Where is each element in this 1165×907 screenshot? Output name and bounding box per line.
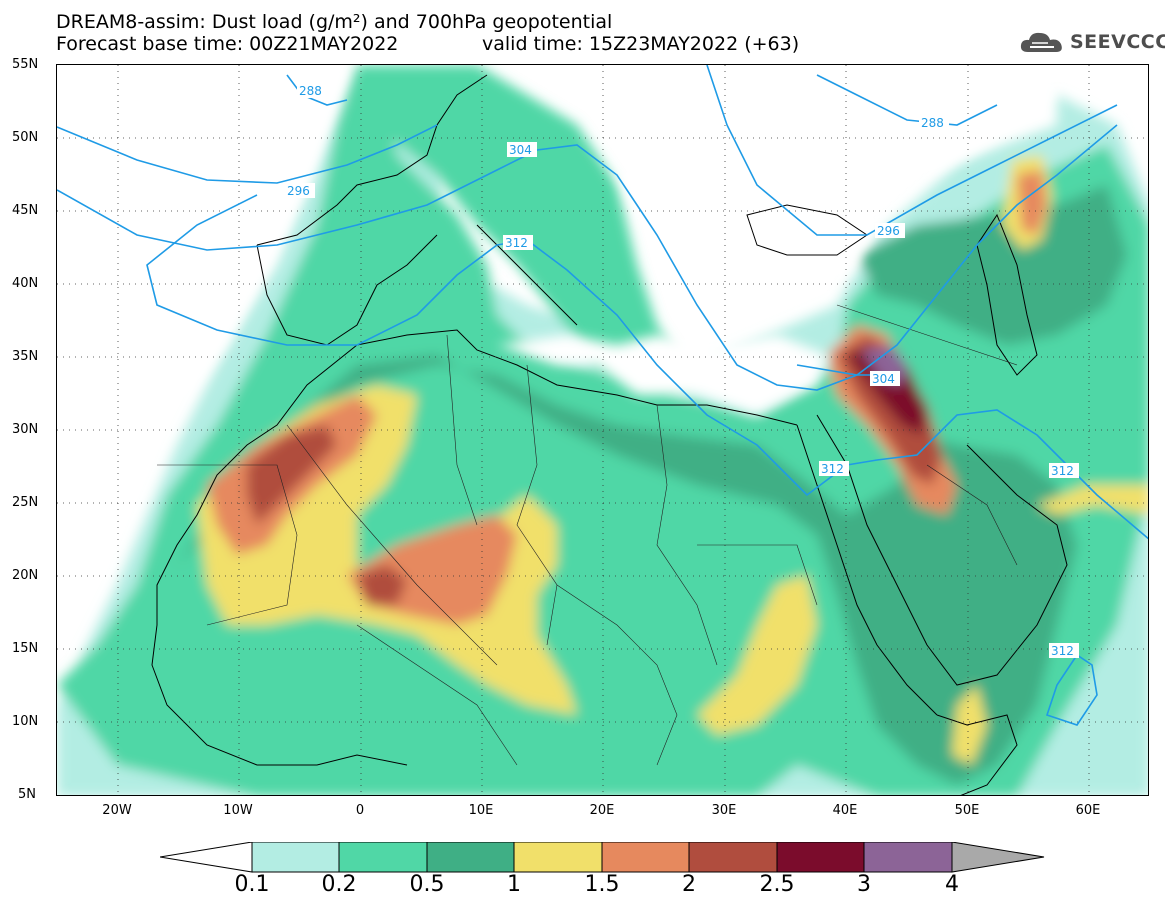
contour-label-312-oman: 312: [1051, 464, 1074, 478]
coastline-africa-west: [151, 344, 408, 766]
lat-label-15n: 15N: [12, 641, 39, 656]
colorbar-label-3: 3: [857, 872, 871, 897]
colorbar-bin-1: [513, 842, 603, 873]
coastline-red-sea: [796, 424, 938, 716]
dust-level-0-2-europe: [357, 65, 697, 395]
contour-296-west: [57, 124, 438, 184]
title-line-2-base: Forecast base time: 00Z21MAY2022: [56, 33, 399, 55]
dust-level-1-5-caspian: [1017, 170, 1047, 235]
colorbar-label-0-2: 0.2: [321, 872, 357, 897]
contour-label-288-w: 288: [299, 84, 322, 98]
lon-label-40e: 40E: [832, 803, 858, 818]
colorbar-label-2: 2: [682, 872, 696, 897]
colorbar-bin-0-5: [426, 842, 515, 873]
logo-text: SEEVCCC: [1070, 31, 1165, 53]
dust-level-1-yemen: [952, 685, 987, 765]
contour-304-west: [57, 144, 887, 391]
lon-label-20e: 20E: [589, 803, 615, 818]
colorbar-bin-2-5: [776, 842, 865, 873]
colorbar-low-triangle: [160, 842, 253, 873]
contour-label-288-e: 288: [921, 116, 944, 130]
colorbar-bin-0-2: [338, 842, 428, 873]
contour-288-west: [286, 74, 348, 106]
colorbar-bin-2: [688, 842, 778, 873]
lat-label-30n: 30N: [12, 422, 39, 437]
lat-label-5n: 5N: [18, 787, 36, 802]
lat-label-50n: 50N: [12, 130, 39, 145]
colorbar: [160, 842, 1045, 873]
lon-label-60e: 60E: [1075, 803, 1101, 818]
map-canvas: 288 296 304 312 288 296 304 312 312 312: [57, 65, 1148, 795]
dust-level-1-arabia: [1037, 485, 1148, 515]
country-borders: [157, 304, 1018, 766]
title-line-2-valid: valid time: 15Z23MAY2022 (+63): [482, 33, 800, 55]
no-dust-areas: [57, 65, 1057, 515]
lon-label-50e: 50E: [954, 803, 980, 818]
no-dust-mediterranean: [497, 335, 827, 415]
coastline-mediterranean-south: [356, 329, 798, 426]
contour-label-304-e: 304: [872, 372, 895, 386]
lon-label-0: 0: [355, 803, 365, 818]
lat-label-45n: 45N: [12, 203, 39, 218]
lat-label-10n: 10N: [12, 714, 39, 729]
coastlines: [151, 74, 1068, 795]
colorbar-bin-1-5: [601, 842, 690, 873]
dust-level-1-sudan: [697, 575, 817, 735]
lat-label-35n: 35N: [12, 349, 39, 364]
no-dust-balkans-turkey: [617, 155, 877, 315]
coastline-iberia: [256, 234, 438, 346]
colorbar-label-0-5: 0.5: [409, 872, 445, 897]
contour-label-312-indian: 312: [1051, 644, 1074, 658]
lat-label-55n: 55N: [12, 57, 39, 72]
contour-label-296-w: 296: [287, 184, 310, 198]
dust-level-2: [247, 425, 337, 525]
lat-label-20n: 20N: [12, 568, 39, 583]
contour-label-312-w: 312: [505, 236, 528, 250]
coastline-arabia: [816, 414, 1068, 686]
colorbar-bin-3: [863, 842, 953, 873]
colorbar-label-2-5: 2.5: [759, 872, 795, 897]
no-dust-atlantic-nw: [57, 65, 347, 515]
dust-level-2-sahel: [357, 565, 407, 605]
lon-label-30e: 30E: [711, 803, 737, 818]
cloud-logo-icon: [1020, 32, 1062, 52]
coastline-caspian: [976, 213, 1038, 376]
contour-304-east: [796, 124, 1118, 376]
graticule: [57, 65, 1148, 795]
seevccc-logo: SEEVCCC: [1018, 28, 1165, 56]
contour-288-east: [816, 74, 998, 126]
dust-level-0-5: [177, 355, 1077, 785]
lon-label-10w: 10W: [223, 803, 253, 818]
coastline-horn-of-africa: [936, 714, 1018, 795]
colorbar-label-0-1: 0.1: [234, 872, 270, 897]
lat-label-25n: 25N: [12, 495, 39, 510]
title-line-1: DREAM8-assim: Dust load (g/m²) and 700hP…: [56, 11, 613, 33]
contour-312: [146, 194, 1148, 540]
contour-label-312-arabia: 312: [821, 462, 844, 476]
geopotential-contours: [57, 65, 1148, 726]
contour-label-304-w: 304: [509, 143, 532, 157]
dust-level-0-5-north: [857, 185, 1127, 345]
lat-label-40n: 40N: [12, 276, 39, 291]
coastline-black-sea: [746, 204, 868, 256]
no-dust-russia: [637, 65, 1057, 175]
colorbar-bin-0-1: [251, 842, 340, 873]
contour-312-indian: [1045, 653, 1098, 726]
contour-label-296-e: 296: [877, 224, 900, 238]
coastline-europe: [256, 74, 488, 246]
contour-296-east: [706, 65, 1118, 236]
dust-load-map: 288 296 304 312 288 296 304 312 312 312: [56, 64, 1149, 796]
colorbar-label-4: 4: [945, 872, 959, 897]
colorbar-label-1: 1: [507, 872, 521, 897]
colorbar-high-triangle: [951, 842, 1045, 873]
lon-label-20w: 20W: [102, 803, 132, 818]
contour-labels: 288 296 304 312 288 296 304 312 312 312: [285, 83, 1079, 658]
colorbar-label-1-5: 1.5: [584, 872, 620, 897]
lon-label-10e: 10E: [468, 803, 494, 818]
